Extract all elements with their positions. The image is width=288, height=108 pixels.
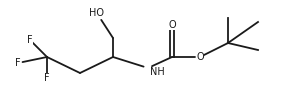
Text: O: O [196,52,204,62]
Text: HO: HO [90,8,105,18]
Text: F: F [15,58,21,68]
Text: F: F [44,73,50,83]
Text: F: F [27,35,33,45]
Text: O: O [168,20,176,30]
Text: NH: NH [150,67,165,77]
